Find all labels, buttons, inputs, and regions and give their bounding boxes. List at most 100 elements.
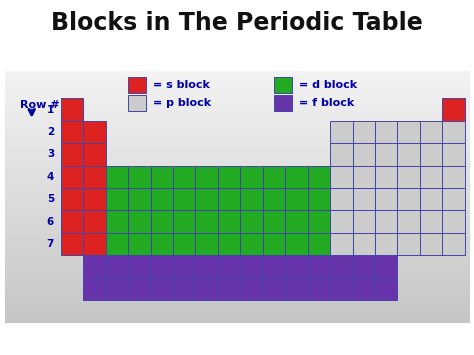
Bar — [218, 278, 240, 300]
Bar — [240, 233, 263, 255]
Bar — [420, 121, 442, 143]
Bar — [173, 233, 195, 255]
Bar — [375, 278, 398, 300]
Bar — [375, 143, 398, 166]
Bar — [375, 255, 398, 278]
Bar — [128, 211, 151, 233]
Bar — [353, 255, 375, 278]
Bar — [263, 166, 285, 188]
Bar — [308, 255, 330, 278]
Bar — [274, 95, 292, 111]
Bar — [128, 233, 151, 255]
Bar — [83, 121, 106, 143]
Bar — [61, 188, 83, 211]
Bar — [330, 188, 353, 211]
Bar — [330, 233, 353, 255]
Bar — [353, 211, 375, 233]
Bar — [83, 143, 106, 166]
Bar — [420, 211, 442, 233]
Bar — [61, 121, 83, 143]
Bar — [195, 233, 218, 255]
Bar — [128, 255, 151, 278]
Bar — [151, 166, 173, 188]
Bar — [61, 143, 83, 166]
Bar — [83, 211, 106, 233]
Bar — [173, 166, 195, 188]
Bar — [83, 278, 106, 300]
Bar — [285, 188, 308, 211]
Bar — [151, 278, 173, 300]
Bar — [218, 255, 240, 278]
Bar — [240, 255, 263, 278]
Bar — [285, 278, 308, 300]
Bar — [151, 233, 173, 255]
Bar — [330, 211, 353, 233]
Text: 3: 3 — [47, 149, 54, 159]
Bar — [375, 233, 398, 255]
Bar — [263, 278, 285, 300]
Text: 4: 4 — [47, 172, 54, 182]
Bar — [274, 77, 292, 93]
Text: 1: 1 — [47, 104, 54, 115]
Bar — [61, 98, 83, 121]
Bar — [128, 188, 151, 211]
Bar — [285, 166, 308, 188]
Bar — [330, 278, 353, 300]
Bar — [442, 143, 465, 166]
Bar — [195, 166, 218, 188]
Bar — [128, 166, 151, 188]
Bar — [195, 278, 218, 300]
Bar — [106, 233, 128, 255]
Bar — [308, 211, 330, 233]
Bar — [106, 166, 128, 188]
Bar — [106, 211, 128, 233]
Bar — [128, 95, 146, 111]
Bar — [61, 233, 83, 255]
Bar — [285, 211, 308, 233]
Bar — [218, 188, 240, 211]
Bar — [353, 233, 375, 255]
Bar — [173, 211, 195, 233]
Bar — [218, 166, 240, 188]
Bar — [398, 121, 420, 143]
Bar — [106, 278, 128, 300]
Text: Blocks in The Periodic Table: Blocks in The Periodic Table — [51, 11, 423, 35]
Bar — [83, 233, 106, 255]
Bar — [330, 255, 353, 278]
Bar — [195, 188, 218, 211]
Bar — [353, 121, 375, 143]
Bar — [151, 211, 173, 233]
Bar — [442, 211, 465, 233]
Bar — [263, 211, 285, 233]
Bar — [263, 188, 285, 211]
Bar — [151, 255, 173, 278]
Bar — [308, 278, 330, 300]
Bar — [375, 121, 398, 143]
Bar — [398, 233, 420, 255]
Text: 7: 7 — [47, 239, 54, 249]
Bar — [420, 143, 442, 166]
Bar — [375, 166, 398, 188]
Text: = d block: = d block — [299, 80, 357, 90]
Bar — [240, 278, 263, 300]
Bar — [263, 255, 285, 278]
Bar — [442, 166, 465, 188]
Text: = p block: = p block — [153, 98, 211, 108]
Bar — [353, 278, 375, 300]
Bar — [240, 166, 263, 188]
Bar — [128, 77, 146, 93]
Bar — [83, 255, 106, 278]
Bar — [173, 188, 195, 211]
Bar — [218, 233, 240, 255]
Bar — [173, 255, 195, 278]
Bar — [128, 278, 151, 300]
Bar — [330, 143, 353, 166]
Bar — [442, 233, 465, 255]
Bar — [308, 233, 330, 255]
Bar — [83, 166, 106, 188]
Bar — [353, 166, 375, 188]
Bar — [240, 188, 263, 211]
Bar — [420, 233, 442, 255]
Bar — [173, 278, 195, 300]
Bar — [442, 121, 465, 143]
